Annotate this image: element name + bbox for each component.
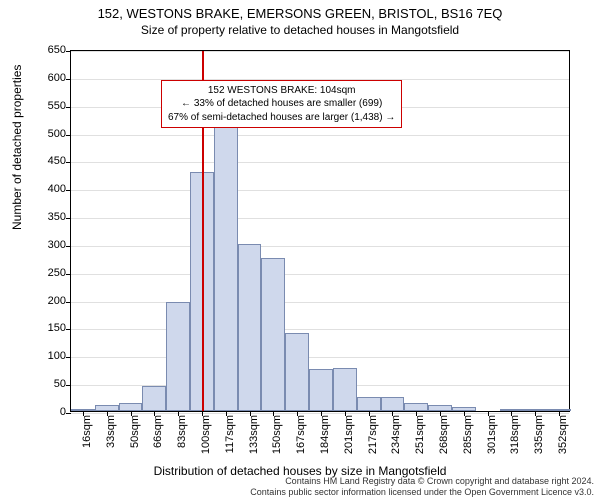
callout-line: 67% of semi-detached houses are larger (… (168, 111, 395, 125)
histogram-bar (404, 403, 428, 411)
x-tick-label: 217sqm (367, 415, 379, 454)
callout-line: 152 WESTONS BRAKE: 104sqm (168, 84, 395, 98)
y-tick-label: 350 (30, 211, 66, 223)
histogram-bar (238, 244, 262, 411)
x-tick-label: 167sqm (295, 415, 307, 454)
y-tick-label: 300 (30, 239, 66, 251)
x-tick-label: 234sqm (390, 415, 402, 454)
y-tick-label: 150 (30, 322, 66, 334)
x-tick-label: 318sqm (509, 415, 521, 454)
x-tick-label: 201sqm (343, 415, 355, 454)
histogram-bar (119, 403, 143, 411)
x-tick-label: 268sqm (438, 415, 450, 454)
y-tickmark (66, 79, 71, 80)
y-tick-label: 500 (30, 128, 66, 140)
y-tick-label: 550 (30, 100, 66, 112)
x-tick-label: 335sqm (533, 415, 545, 454)
y-tick-label: 200 (30, 295, 66, 307)
y-axis-label: Number of detached properties (10, 65, 24, 230)
y-tick-label: 100 (30, 350, 66, 362)
footnote-line: Contains public sector information licen… (250, 487, 594, 498)
y-tick-label: 400 (30, 183, 66, 195)
y-tickmark (66, 329, 71, 330)
y-tickmark (66, 162, 71, 163)
y-tick-label: 0 (30, 406, 66, 418)
y-tick-label: 50 (30, 378, 66, 390)
page-title: 152, WESTONS BRAKE, EMERSONS GREEN, BRIS… (0, 0, 600, 23)
x-tick-label: 251sqm (414, 415, 426, 454)
y-tickmark (66, 274, 71, 275)
x-tick-label: 184sqm (319, 415, 331, 454)
y-tickmark (66, 385, 71, 386)
x-tick-label: 33sqm (105, 415, 117, 448)
histogram-bar (142, 386, 166, 411)
x-tick-label: 150sqm (271, 415, 283, 454)
x-tick-label: 16sqm (81, 415, 93, 448)
gridline (71, 357, 569, 358)
x-tick-label: 301sqm (486, 415, 498, 454)
y-tickmark (66, 190, 71, 191)
y-tick-label: 600 (30, 72, 66, 84)
gridline (71, 302, 569, 303)
x-tick-label: 117sqm (224, 415, 236, 453)
histogram-bar (214, 127, 238, 411)
footnote-line: Contains HM Land Registry data © Crown c… (250, 476, 594, 487)
y-tick-label: 250 (30, 267, 66, 279)
gridline (71, 246, 569, 247)
gridline (71, 190, 569, 191)
y-tickmark (66, 357, 71, 358)
gridline (71, 329, 569, 330)
histogram-bar (261, 258, 285, 411)
chart-container: 152, WESTONS BRAKE, EMERSONS GREEN, BRIS… (0, 0, 600, 500)
callout-box: 152 WESTONS BRAKE: 104sqm← 33% of detach… (161, 80, 402, 129)
x-tick-label: 66sqm (152, 415, 164, 448)
y-tickmark (66, 51, 71, 52)
x-tick-label: 100sqm (200, 415, 212, 454)
x-tick-label: 50sqm (129, 415, 141, 448)
callout-line: ← 33% of detached houses are smaller (69… (168, 97, 395, 111)
histogram-bar (357, 397, 381, 411)
histogram-bar (309, 369, 333, 411)
histogram-bar (166, 302, 190, 411)
x-tick-label: 133sqm (248, 415, 260, 454)
y-tickmark (66, 302, 71, 303)
x-tick-label: 352sqm (557, 415, 569, 454)
y-tickmark (66, 135, 71, 136)
y-tickmark (66, 218, 71, 219)
gridline (71, 218, 569, 219)
gridline (71, 135, 569, 136)
gridline (71, 413, 569, 414)
plot-area: 16sqm33sqm50sqm66sqm83sqm100sqm117sqm133… (70, 50, 570, 412)
x-tick-label: 83sqm (176, 415, 188, 448)
gridline (71, 51, 569, 52)
x-tick-label: 285sqm (462, 415, 474, 454)
y-tick-label: 650 (30, 44, 66, 56)
y-tickmark (66, 107, 71, 108)
page-subtitle: Size of property relative to detached ho… (0, 23, 600, 39)
y-tickmark (66, 246, 71, 247)
histogram-bar (333, 368, 357, 411)
footnote: Contains HM Land Registry data © Crown c… (250, 476, 594, 498)
y-tickmark (66, 413, 71, 414)
histogram-bar (381, 397, 405, 411)
plot-wrap: 16sqm33sqm50sqm66sqm83sqm100sqm117sqm133… (70, 50, 570, 412)
gridline (71, 162, 569, 163)
gridline (71, 274, 569, 275)
histogram-bar (285, 333, 309, 411)
y-tick-label: 450 (30, 155, 66, 167)
